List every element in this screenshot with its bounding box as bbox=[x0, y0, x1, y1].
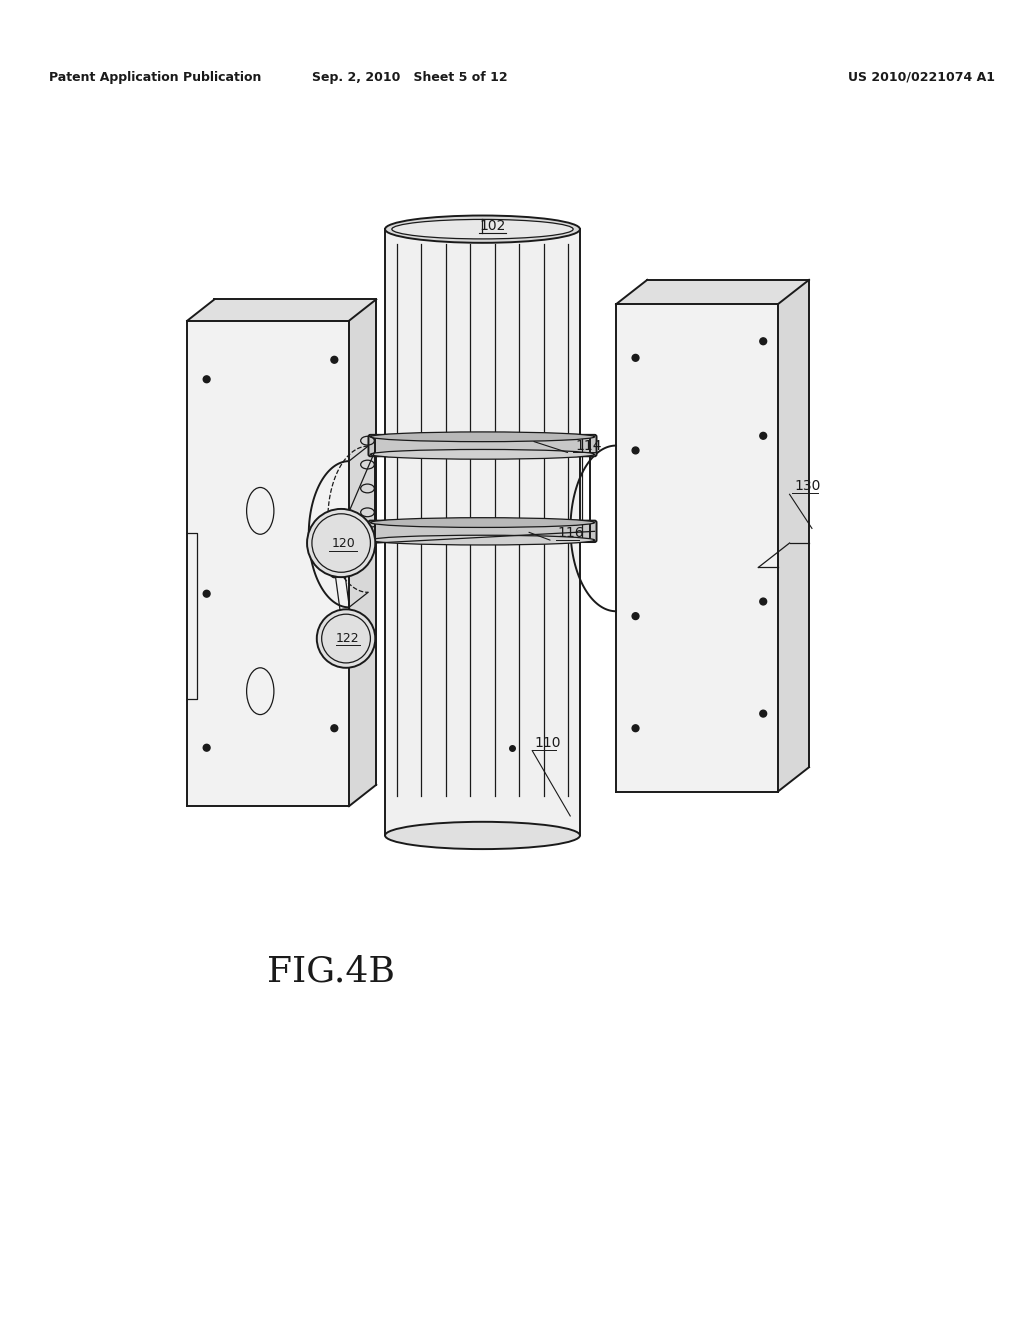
Ellipse shape bbox=[392, 219, 573, 239]
Ellipse shape bbox=[760, 710, 767, 717]
Text: FIG.4B: FIG.4B bbox=[267, 954, 395, 989]
Polygon shape bbox=[187, 300, 376, 321]
Ellipse shape bbox=[331, 725, 338, 731]
Ellipse shape bbox=[760, 598, 767, 605]
Ellipse shape bbox=[371, 449, 595, 459]
Text: 110: 110 bbox=[535, 735, 561, 750]
Ellipse shape bbox=[371, 535, 595, 545]
Ellipse shape bbox=[632, 725, 639, 731]
Ellipse shape bbox=[203, 590, 210, 597]
Polygon shape bbox=[616, 280, 809, 304]
Bar bbox=[385, 230, 580, 836]
Ellipse shape bbox=[385, 822, 580, 849]
Text: 120: 120 bbox=[331, 536, 355, 549]
Text: 130: 130 bbox=[795, 479, 821, 494]
Ellipse shape bbox=[307, 510, 375, 577]
Polygon shape bbox=[616, 304, 778, 792]
Ellipse shape bbox=[760, 338, 767, 345]
Ellipse shape bbox=[632, 612, 639, 619]
Ellipse shape bbox=[632, 354, 639, 362]
Ellipse shape bbox=[331, 570, 338, 578]
Polygon shape bbox=[778, 280, 809, 792]
Ellipse shape bbox=[632, 447, 639, 454]
Text: 102: 102 bbox=[479, 219, 506, 234]
Ellipse shape bbox=[371, 517, 595, 528]
FancyBboxPatch shape bbox=[369, 434, 597, 457]
FancyBboxPatch shape bbox=[369, 520, 597, 543]
Text: 116: 116 bbox=[557, 527, 584, 540]
Text: 114: 114 bbox=[575, 438, 602, 453]
Ellipse shape bbox=[760, 433, 767, 440]
Polygon shape bbox=[187, 321, 349, 807]
Ellipse shape bbox=[331, 356, 338, 363]
Polygon shape bbox=[349, 300, 376, 807]
Text: Sep. 2, 2010   Sheet 5 of 12: Sep. 2, 2010 Sheet 5 of 12 bbox=[311, 70, 507, 83]
Text: 122: 122 bbox=[336, 632, 359, 645]
Text: Patent Application Publication: Patent Application Publication bbox=[49, 70, 261, 83]
Ellipse shape bbox=[371, 432, 595, 442]
Ellipse shape bbox=[203, 376, 210, 383]
Text: US 2010/0221074 A1: US 2010/0221074 A1 bbox=[848, 70, 995, 83]
Ellipse shape bbox=[385, 215, 580, 243]
Ellipse shape bbox=[203, 744, 210, 751]
Ellipse shape bbox=[316, 610, 375, 668]
